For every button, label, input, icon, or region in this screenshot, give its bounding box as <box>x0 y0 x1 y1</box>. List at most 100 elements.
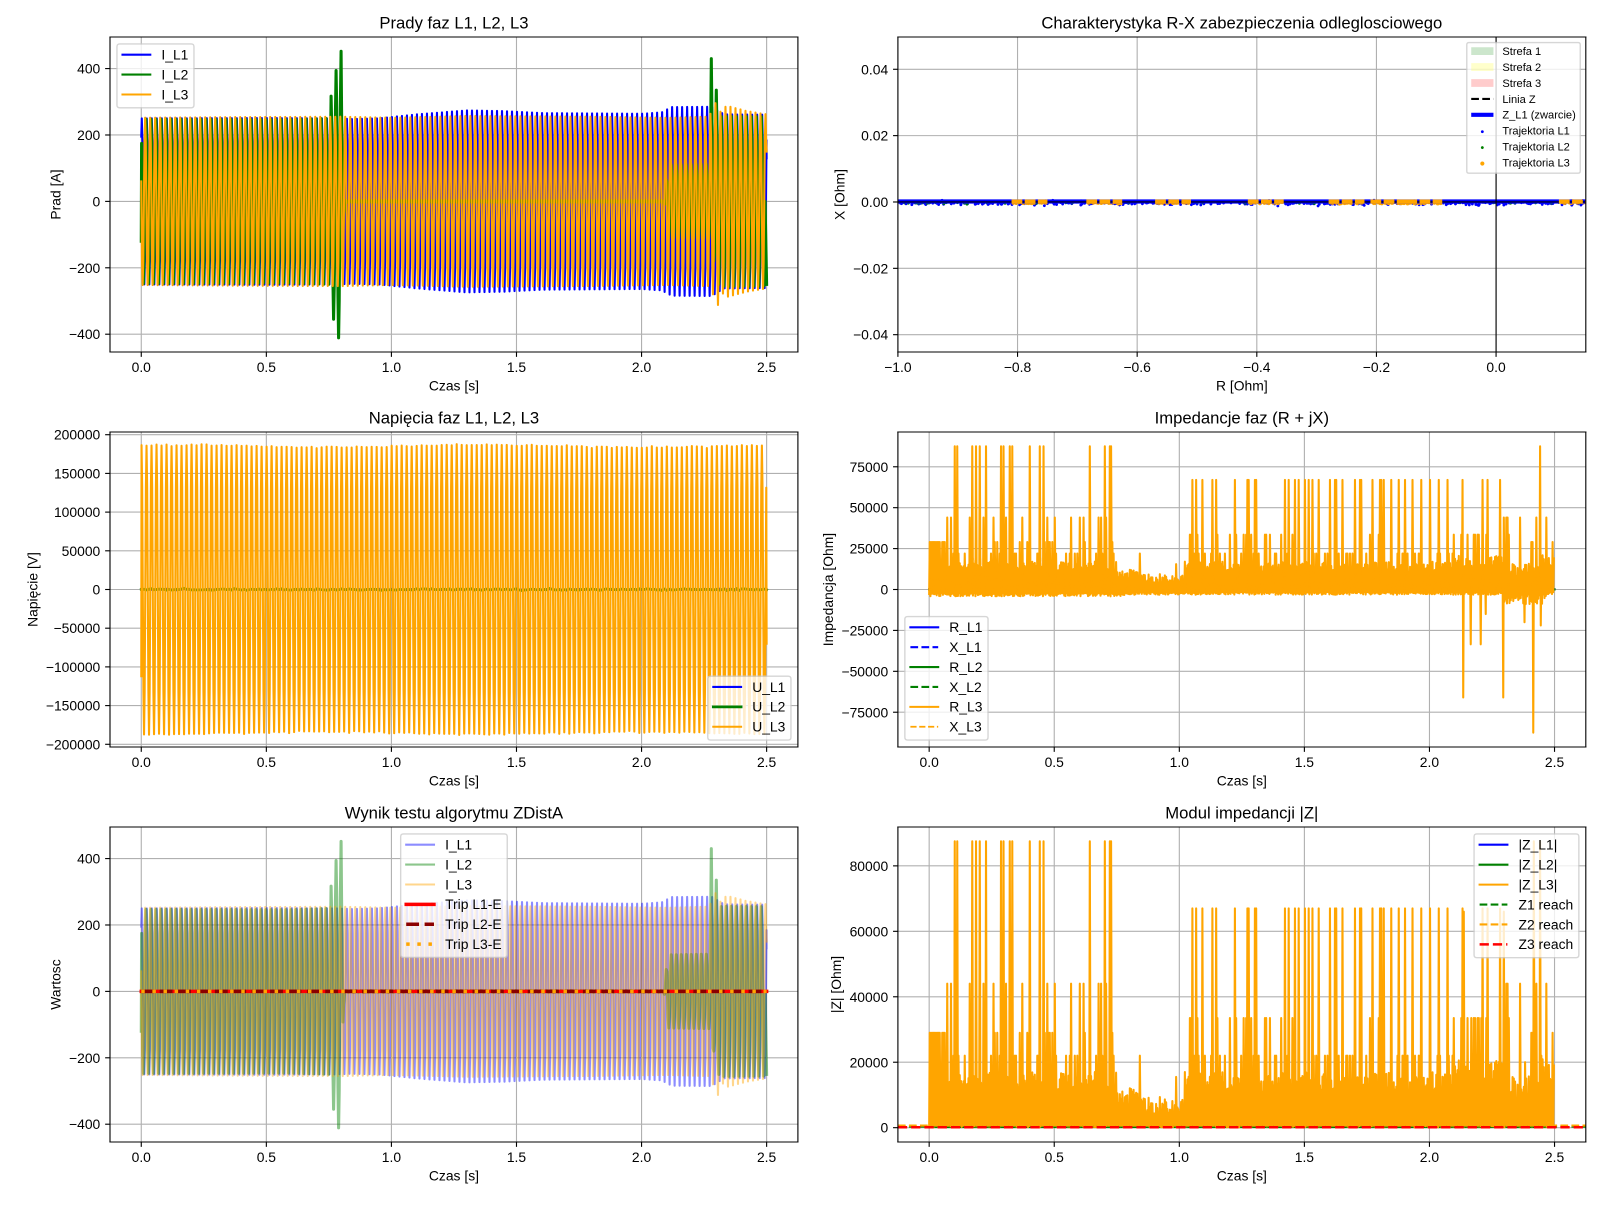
svg-text:2.5: 2.5 <box>757 1149 777 1165</box>
svg-text:0.5: 0.5 <box>1045 1149 1065 1165</box>
svg-text:0.00: 0.00 <box>861 194 888 210</box>
svg-text:Linia Z: Linia Z <box>1502 94 1536 106</box>
svg-text:1.0: 1.0 <box>382 359 402 375</box>
svg-text:U_L3: U_L3 <box>752 719 785 735</box>
svg-text:Czas [s]: Czas [s] <box>1217 772 1267 788</box>
svg-text:I_L3: I_L3 <box>161 86 188 102</box>
svg-text:2.0: 2.0 <box>632 1149 652 1165</box>
svg-text:0: 0 <box>93 983 101 999</box>
svg-text:0.04: 0.04 <box>861 61 888 77</box>
svg-text:50000: 50000 <box>62 543 101 559</box>
svg-text:Z1 reach: Z1 reach <box>1518 896 1573 912</box>
svg-text:Trajektoria L2: Trajektoria L2 <box>1502 142 1570 154</box>
svg-text:0.5: 0.5 <box>1045 754 1065 770</box>
svg-text:200000: 200000 <box>54 427 101 443</box>
svg-text:Trip L2-E: Trip L2-E <box>445 916 502 932</box>
svg-text:Czas [s]: Czas [s] <box>429 1167 479 1183</box>
svg-text:−0.02: −0.02 <box>853 260 888 276</box>
svg-text:−200000: −200000 <box>46 736 101 752</box>
svg-text:Czas [s]: Czas [s] <box>429 772 479 788</box>
svg-text:Napięcia faz L1, L2, L3: Napięcia faz L1, L2, L3 <box>369 409 539 428</box>
svg-text:400: 400 <box>77 851 100 867</box>
svg-text:50000: 50000 <box>850 500 889 516</box>
svg-text:−200: −200 <box>69 260 101 276</box>
svg-text:−0.8: −0.8 <box>1004 359 1032 375</box>
svg-text:|Z_L3|: |Z_L3| <box>1518 876 1557 892</box>
svg-text:200: 200 <box>77 917 100 933</box>
svg-text:2.0: 2.0 <box>1420 754 1440 770</box>
svg-text:0: 0 <box>93 582 101 598</box>
svg-text:I_L2: I_L2 <box>445 856 472 872</box>
svg-text:1.0: 1.0 <box>382 754 402 770</box>
svg-text:0.5: 0.5 <box>257 1149 277 1165</box>
svg-text:1.0: 1.0 <box>1170 754 1190 770</box>
svg-text:Prad [A]: Prad [A] <box>48 169 64 219</box>
svg-text:40000: 40000 <box>850 989 889 1005</box>
svg-text:1.5: 1.5 <box>507 1149 527 1165</box>
svg-text:X_L1: X_L1 <box>949 639 982 655</box>
svg-text:100000: 100000 <box>54 504 101 520</box>
svg-text:I_L1: I_L1 <box>161 47 188 63</box>
svg-text:R_L2: R_L2 <box>949 659 982 675</box>
svg-text:Wartosc: Wartosc <box>48 959 64 1009</box>
svg-text:2.5: 2.5 <box>757 754 777 770</box>
svg-text:−50000: −50000 <box>841 663 888 679</box>
svg-text:0.0: 0.0 <box>920 754 940 770</box>
svg-text:60000: 60000 <box>850 923 889 939</box>
svg-text:1.5: 1.5 <box>1295 754 1315 770</box>
svg-text:0.0: 0.0 <box>132 1149 152 1165</box>
svg-text:−0.4: −0.4 <box>1243 359 1271 375</box>
svg-text:0.02: 0.02 <box>861 128 888 144</box>
svg-text:Charakterystyka R-X zabezpiecz: Charakterystyka R-X zabezpieczenia odleg… <box>1041 14 1442 33</box>
svg-text:Strefa 1: Strefa 1 <box>1502 46 1541 58</box>
svg-text:0: 0 <box>880 582 888 598</box>
svg-text:Strefa 2: Strefa 2 <box>1502 62 1541 74</box>
svg-text:2.0: 2.0 <box>1420 1149 1440 1165</box>
svg-text:Czas [s]: Czas [s] <box>429 377 479 393</box>
svg-text:−0.04: −0.04 <box>853 327 888 343</box>
svg-text:Czas [s]: Czas [s] <box>1217 1167 1267 1183</box>
svg-text:Trip L1-E: Trip L1-E <box>445 896 502 912</box>
svg-text:1.0: 1.0 <box>1170 1149 1190 1165</box>
svg-text:1.0: 1.0 <box>382 1149 402 1165</box>
svg-text:−150000: −150000 <box>46 698 101 714</box>
svg-text:Impedancja [Ohm]: Impedancja [Ohm] <box>820 533 836 646</box>
svg-text:1.5: 1.5 <box>507 754 527 770</box>
svg-text:X [Ohm]: X [Ohm] <box>832 169 848 220</box>
svg-text:200: 200 <box>77 127 100 143</box>
svg-text:Impedancje faz (R + jX): Impedancje faz (R + jX) <box>1155 409 1330 428</box>
svg-text:0.0: 0.0 <box>920 1149 940 1165</box>
svg-text:0: 0 <box>880 1120 888 1136</box>
svg-text:75000: 75000 <box>850 459 889 475</box>
svg-text:−0.2: −0.2 <box>1363 359 1391 375</box>
svg-text:I_L1: I_L1 <box>445 837 472 853</box>
svg-text:U_L2: U_L2 <box>752 699 785 715</box>
svg-text:2.5: 2.5 <box>1545 1149 1565 1165</box>
svg-text:20000: 20000 <box>850 1054 889 1070</box>
svg-text:Trajektoria L1: Trajektoria L1 <box>1502 126 1570 138</box>
svg-text:400: 400 <box>77 61 100 77</box>
svg-text:R_L1: R_L1 <box>949 619 982 635</box>
svg-text:2.5: 2.5 <box>757 359 777 375</box>
svg-text:|Z| [Ohm]: |Z| [Ohm] <box>828 956 844 1013</box>
svg-text:Prady faz L1, L2, L3: Prady faz L1, L2, L3 <box>379 14 528 33</box>
svg-text:1.5: 1.5 <box>507 359 527 375</box>
svg-text:R [Ohm]: R [Ohm] <box>1216 377 1268 393</box>
svg-text:Trajektoria L3: Trajektoria L3 <box>1502 157 1570 169</box>
svg-text:Strefa 3: Strefa 3 <box>1502 78 1541 90</box>
svg-text:0.0: 0.0 <box>132 754 152 770</box>
svg-text:X_L2: X_L2 <box>949 679 982 695</box>
svg-text:Napięcie [V]: Napięcie [V] <box>24 552 40 627</box>
svg-text:|Z_L2|: |Z_L2| <box>1518 857 1557 873</box>
svg-text:I_L3: I_L3 <box>445 876 472 892</box>
svg-text:0.0: 0.0 <box>1486 359 1506 375</box>
svg-text:0: 0 <box>93 193 101 209</box>
svg-text:1.5: 1.5 <box>1295 1149 1315 1165</box>
svg-text:0.5: 0.5 <box>257 359 277 375</box>
svg-text:2.5: 2.5 <box>1545 754 1565 770</box>
svg-text:−200: −200 <box>69 1050 101 1066</box>
svg-text:−50000: −50000 <box>54 620 101 636</box>
svg-text:−75000: −75000 <box>841 704 888 720</box>
svg-text:0.0: 0.0 <box>132 359 152 375</box>
svg-text:2.0: 2.0 <box>632 754 652 770</box>
